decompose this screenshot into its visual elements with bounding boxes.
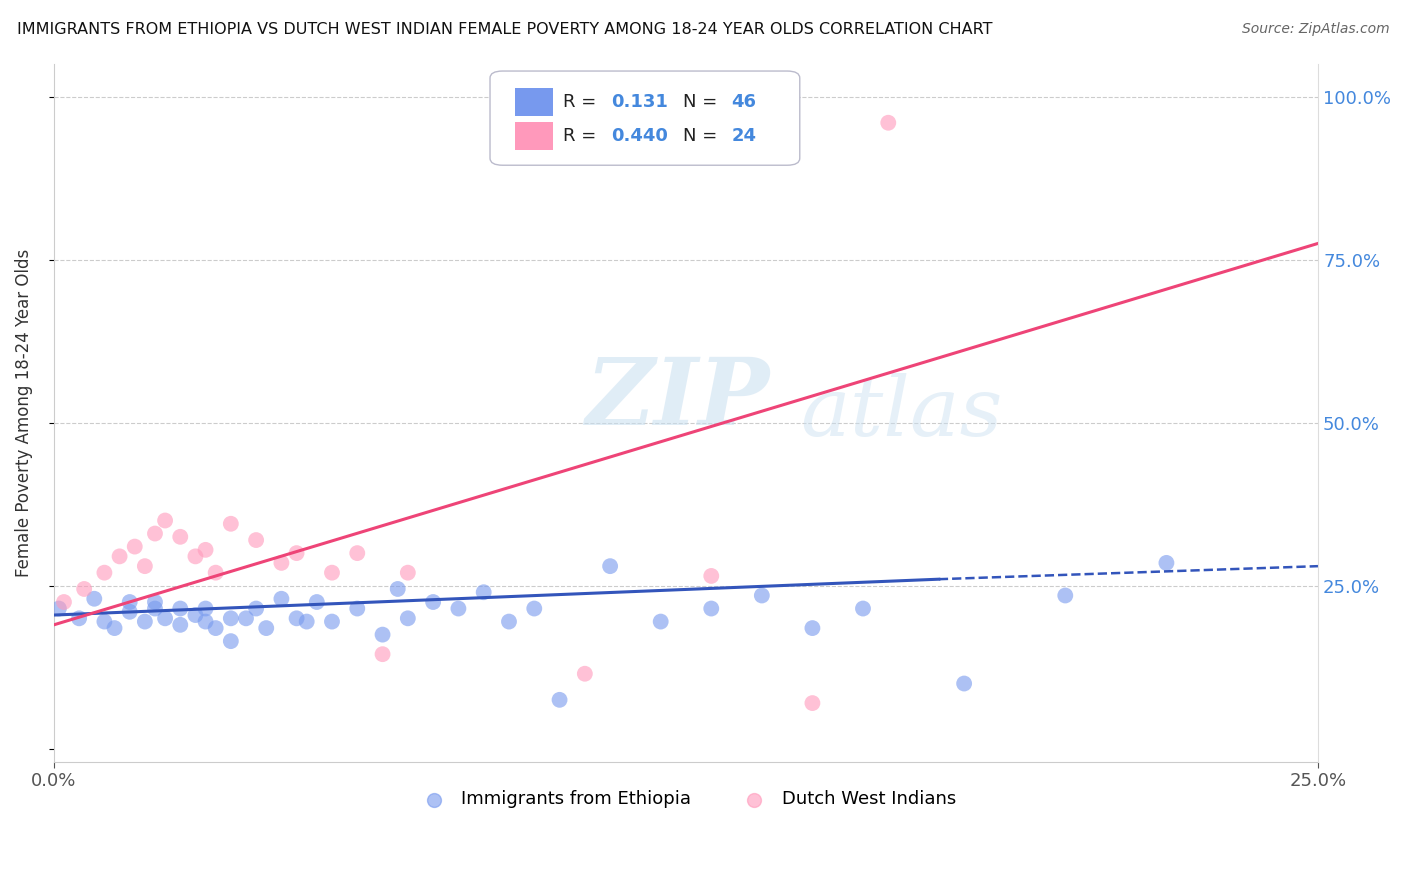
Point bbox=[254, 621, 277, 635]
Point bbox=[321, 615, 343, 629]
Y-axis label: Female Poverty Among 18-24 Year Olds: Female Poverty Among 18-24 Year Olds bbox=[15, 249, 32, 577]
Text: 46: 46 bbox=[731, 94, 756, 112]
Point bbox=[801, 621, 824, 635]
Point bbox=[194, 542, 217, 557]
Point bbox=[751, 589, 773, 603]
Point bbox=[346, 601, 368, 615]
Point bbox=[118, 595, 141, 609]
Point bbox=[801, 696, 824, 710]
Point bbox=[204, 566, 226, 580]
Point bbox=[548, 693, 571, 707]
Point bbox=[184, 549, 207, 564]
Text: 0.440: 0.440 bbox=[612, 127, 668, 145]
Point bbox=[387, 582, 409, 596]
Point bbox=[153, 514, 176, 528]
Point bbox=[143, 601, 166, 615]
Text: ZIP: ZIP bbox=[585, 354, 769, 444]
Point bbox=[48, 601, 70, 615]
Point bbox=[73, 582, 96, 596]
Point bbox=[194, 601, 217, 615]
Point bbox=[1156, 556, 1178, 570]
Point bbox=[245, 601, 267, 615]
Point bbox=[371, 627, 394, 641]
Point bbox=[52, 595, 75, 609]
Text: Source: ZipAtlas.com: Source: ZipAtlas.com bbox=[1241, 22, 1389, 37]
Point bbox=[143, 526, 166, 541]
Point bbox=[169, 601, 191, 615]
Point bbox=[93, 615, 115, 629]
Point bbox=[599, 559, 621, 574]
Bar bbox=[516, 122, 553, 150]
Text: R =: R = bbox=[564, 94, 602, 112]
Point bbox=[447, 601, 470, 615]
Text: R =: R = bbox=[564, 127, 602, 145]
Point bbox=[169, 617, 191, 632]
Text: 0.131: 0.131 bbox=[612, 94, 668, 112]
Point bbox=[235, 611, 257, 625]
Point bbox=[194, 615, 217, 629]
Point bbox=[67, 611, 90, 625]
Point bbox=[204, 621, 226, 635]
Bar bbox=[516, 88, 553, 116]
Point bbox=[305, 595, 328, 609]
Point bbox=[219, 611, 242, 625]
Point bbox=[134, 615, 156, 629]
Point bbox=[245, 533, 267, 547]
Point bbox=[371, 647, 394, 661]
Point bbox=[574, 666, 596, 681]
Point bbox=[877, 116, 900, 130]
Point bbox=[700, 569, 723, 583]
Point bbox=[153, 611, 176, 625]
Text: 24: 24 bbox=[731, 127, 756, 145]
Point bbox=[270, 591, 292, 606]
Point bbox=[498, 615, 520, 629]
Point bbox=[852, 601, 875, 615]
FancyBboxPatch shape bbox=[491, 71, 800, 165]
Point bbox=[124, 540, 146, 554]
Point bbox=[184, 608, 207, 623]
Text: atlas: atlas bbox=[800, 373, 1002, 453]
Point bbox=[285, 611, 308, 625]
Point bbox=[321, 566, 343, 580]
Point bbox=[700, 601, 723, 615]
Text: IMMIGRANTS FROM ETHIOPIA VS DUTCH WEST INDIAN FEMALE POVERTY AMONG 18-24 YEAR OL: IMMIGRANTS FROM ETHIOPIA VS DUTCH WEST I… bbox=[17, 22, 993, 37]
Point bbox=[134, 559, 156, 574]
Text: N =: N = bbox=[683, 127, 724, 145]
Point bbox=[346, 546, 368, 560]
Point bbox=[422, 595, 444, 609]
Point bbox=[169, 530, 191, 544]
Point bbox=[270, 556, 292, 570]
Point bbox=[143, 595, 166, 609]
Point bbox=[472, 585, 495, 599]
Point bbox=[118, 605, 141, 619]
Point bbox=[83, 591, 105, 606]
Point bbox=[650, 615, 672, 629]
Text: N =: N = bbox=[683, 94, 724, 112]
Point bbox=[523, 601, 546, 615]
Point bbox=[396, 566, 419, 580]
Legend: Immigrants from Ethiopia, Dutch West Indians: Immigrants from Ethiopia, Dutch West Ind… bbox=[409, 783, 963, 815]
Point bbox=[295, 615, 318, 629]
Point bbox=[93, 566, 115, 580]
Point bbox=[108, 549, 131, 564]
Point bbox=[285, 546, 308, 560]
Point bbox=[396, 611, 419, 625]
Point bbox=[219, 516, 242, 531]
Point bbox=[1054, 589, 1077, 603]
Point bbox=[219, 634, 242, 648]
Point bbox=[953, 676, 976, 690]
Point bbox=[103, 621, 125, 635]
